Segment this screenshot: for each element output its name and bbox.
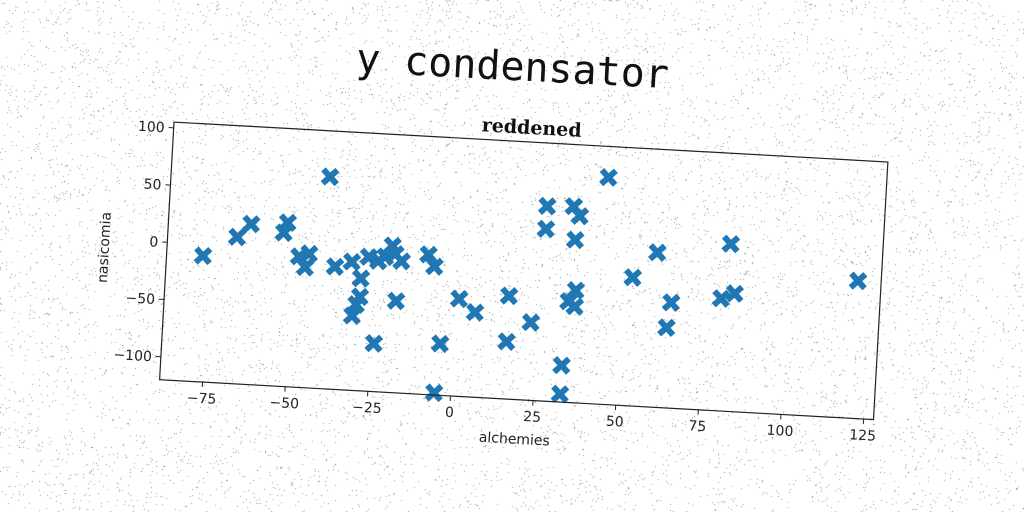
data-point-marker (499, 286, 519, 306)
x-tick-label: 125 (849, 427, 877, 444)
data-point-marker (342, 306, 362, 326)
x-tick-label: 0 (445, 405, 455, 421)
data-point-marker (392, 251, 411, 271)
y-tick-label: −100 (113, 347, 152, 365)
data-point-marker (570, 206, 590, 226)
x-tick-label: 75 (688, 418, 707, 435)
x-tick-label: 25 (523, 409, 542, 426)
data-point-marker (278, 213, 298, 233)
data-point-marker (295, 257, 315, 277)
y-tick-label: 100 (137, 119, 165, 136)
data-point-marker (623, 268, 643, 287)
data-point-marker (325, 257, 345, 276)
data-point-marker (350, 287, 370, 307)
chart-canvas: reddened −75 −50 −25 0 25 50 75 100 125 100 50 0 −5… (95, 114, 889, 450)
data-point-marker (550, 384, 570, 404)
data-point-marker (566, 281, 586, 300)
data-point-marker (193, 246, 213, 266)
marker-layer (193, 167, 868, 404)
data-point-marker (536, 219, 556, 239)
y-tick-label: −50 (125, 290, 155, 308)
y-axis-ticks: 100 50 0 −50 −100 (113, 119, 174, 365)
data-point-marker (419, 245, 438, 264)
scatter-chart: reddened −75 −50 −25 0 25 50 75 100 125 100 50 0 −5… (71, 89, 910, 494)
x-tick-label: −50 (269, 395, 299, 413)
x-tick-label: 50 (605, 414, 624, 431)
data-point-marker (430, 334, 450, 354)
data-point-marker (386, 291, 406, 311)
data-point-marker (241, 214, 261, 234)
data-point-marker (424, 383, 444, 403)
data-point-marker (299, 244, 319, 264)
data-point-marker (599, 168, 618, 187)
data-point-marker (647, 243, 667, 262)
data-point-marker (711, 289, 731, 308)
y-axis-label: nasicomia (95, 212, 115, 284)
data-point-marker (342, 252, 362, 272)
y-tick-label: 0 (149, 234, 159, 250)
data-point-marker (425, 257, 444, 276)
data-point-marker (565, 230, 585, 250)
x-tick-label: 100 (766, 423, 794, 440)
data-point-marker (227, 227, 247, 247)
x-axis-label: alchemies (478, 430, 550, 450)
x-tick-label: −75 (186, 390, 216, 408)
data-point-marker (537, 196, 557, 216)
data-point-marker (721, 234, 741, 254)
data-point-marker (565, 297, 585, 316)
data-point-marker (465, 302, 485, 322)
data-point-marker (320, 167, 340, 187)
data-point-marker (351, 269, 371, 288)
plot-area-frame (158, 121, 889, 421)
data-point-marker (661, 293, 681, 313)
y-tick-label: 50 (143, 177, 162, 194)
data-point-marker (497, 332, 516, 352)
data-point-marker (657, 318, 676, 338)
x-tick-label: −25 (352, 399, 382, 417)
data-point-marker (552, 356, 571, 375)
data-point-marker (725, 284, 745, 303)
data-point-marker (364, 334, 384, 353)
chart-title: reddened (481, 114, 582, 142)
data-point-marker (848, 271, 868, 291)
x-axis-ticks: −75 −50 −25 0 25 50 75 100 125 (186, 382, 877, 445)
data-point-marker (521, 312, 541, 332)
data-point-marker (449, 289, 469, 309)
